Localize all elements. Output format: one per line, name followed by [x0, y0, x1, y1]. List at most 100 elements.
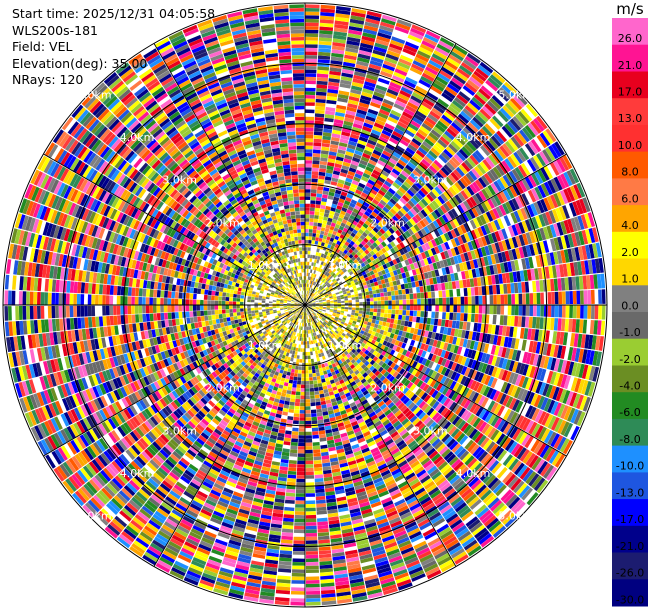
velocity-cell: [299, 420, 305, 425]
velocity-cell: [305, 127, 314, 132]
velocity-cell: [294, 402, 300, 407]
velocity-cell: [291, 354, 295, 358]
velocity-cell: [546, 196, 555, 210]
velocity-cell: [326, 308, 330, 311]
velocity-cell: [352, 477, 363, 484]
velocity-cell: [330, 245, 335, 250]
velocity-cell: [392, 205, 400, 213]
velocity-cell: [314, 255, 318, 260]
velocity-cell: [521, 433, 531, 447]
velocity-cell: [461, 536, 476, 548]
velocity-cell: [433, 426, 443, 436]
velocity-cell: [309, 314, 312, 319]
velocity-cell: [344, 334, 349, 339]
velocity-cell: [461, 212, 470, 223]
velocity-cell: [542, 446, 553, 460]
velocity-cell: [311, 240, 315, 245]
velocity-cell: [321, 458, 330, 464]
velocity-cell: [385, 322, 390, 328]
velocity-cell: [338, 225, 345, 231]
velocity-cell: [358, 313, 363, 317]
velocity-cell: [562, 154, 573, 170]
velocity-cell: [480, 85, 494, 97]
velocity-cell: [563, 219, 571, 234]
velocity-cell: [307, 326, 309, 331]
velocity-cell: [542, 253, 549, 267]
velocity-cell: [448, 320, 453, 328]
velocity-cell: [365, 182, 374, 189]
velocity-cell: [593, 320, 598, 335]
velocity-cell: [312, 303, 316, 305]
velocity-cell: [305, 406, 311, 410]
velocity-cell: [472, 152, 482, 163]
velocity-cell: [439, 260, 445, 268]
velocity-cell: [347, 295, 352, 298]
velocity-cell: [574, 378, 582, 393]
velocity-cell: [353, 176, 361, 183]
velocity-cell: [420, 259, 426, 267]
velocity-cell: [362, 305, 367, 308]
velocity-cell: [445, 200, 454, 210]
velocity-cell: [311, 365, 316, 370]
velocity-cell: [334, 24, 349, 30]
velocity-cell: [449, 256, 456, 266]
velocity-cell: [396, 579, 412, 588]
velocity-cell: [375, 215, 383, 222]
velocity-cell: [538, 214, 546, 227]
velocity-cell: [532, 380, 540, 393]
velocity-cell: [367, 351, 373, 358]
velocity-cell: [345, 358, 351, 364]
velocity-cell: [527, 189, 537, 203]
velocity-cell: [564, 318, 569, 332]
velocity-cell: [305, 554, 319, 559]
velocity-cell: [389, 489, 401, 497]
velocity-cell: [289, 452, 298, 457]
velocity-cell: [506, 283, 512, 294]
velocity-cell: [467, 457, 478, 469]
velocity-cell: [347, 99, 359, 106]
velocity-cell: [545, 147, 556, 161]
velocity-cell: [362, 32, 377, 39]
velocity-cell: [357, 437, 366, 444]
velocity-cell: [338, 425, 346, 431]
velocity-cell: [361, 564, 376, 571]
velocity-cell: [515, 92, 528, 106]
velocity-cell: [372, 149, 382, 157]
velocity-cell: [297, 348, 301, 352]
velocity-cell: [286, 488, 296, 493]
velocity-cell: [334, 438, 342, 443]
velocity-cell: [326, 369, 331, 374]
velocity-cell: [452, 312, 457, 321]
velocity-cell: [305, 185, 311, 190]
velocity-cell: [282, 411, 288, 416]
velocity-cell: [333, 301, 338, 304]
velocity-cell: [319, 349, 324, 354]
velocity-cell: [456, 254, 463, 264]
velocity-cell: [467, 241, 474, 251]
velocity-cell: [316, 510, 327, 515]
velocity-cell: [317, 517, 328, 522]
velocity-cell: [315, 350, 319, 355]
velocity-cell: [438, 216, 446, 225]
velocity-cell: [291, 434, 299, 439]
velocity-cell: [329, 379, 335, 384]
velocity-cell: [318, 276, 322, 280]
velocity-cell: [316, 189, 323, 194]
velocity-cell: [518, 485, 531, 499]
velocity-cell: [332, 129, 342, 135]
velocity-cell: [418, 493, 430, 503]
velocity-cell: [325, 338, 329, 343]
velocity-cell: [470, 287, 475, 296]
velocity-cell: [455, 320, 460, 329]
velocity-cell: [543, 464, 555, 479]
velocity-cell: [341, 319, 346, 323]
velocity-cell: [377, 426, 386, 434]
velocity-cell: [347, 410, 354, 417]
velocity-cell: [387, 243, 393, 250]
velocity-cell: [567, 361, 575, 376]
velocity-cell: [310, 196, 316, 201]
velocity-cell: [393, 364, 400, 371]
velocity-cell: [312, 305, 316, 307]
velocity-cell: [528, 455, 539, 469]
velocity-cell: [379, 446, 389, 454]
